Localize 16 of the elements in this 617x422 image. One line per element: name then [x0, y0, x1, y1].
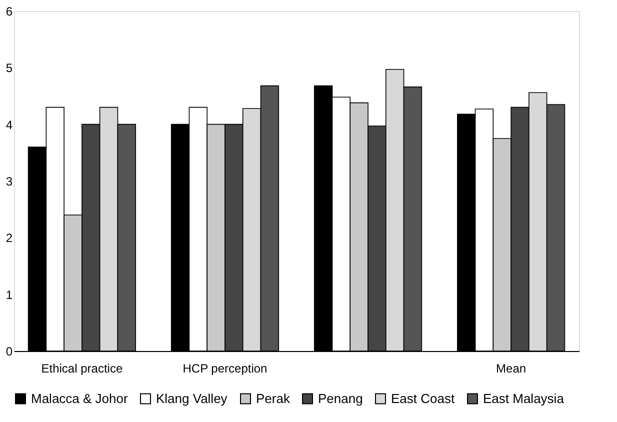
legend-label: Perak [256, 390, 290, 406]
legend-label: Penang [318, 390, 363, 406]
legend-label: Klang Valley [156, 390, 228, 406]
y-tick-label: 0 [6, 344, 13, 358]
legend-label: Malacca & Johor [31, 390, 128, 406]
y-tick-label: 3 [6, 174, 13, 188]
y-tick-label: 1 [6, 288, 13, 302]
y-tick-label: 5 [6, 61, 13, 76]
legend-label: East Malaysia [483, 390, 565, 406]
x-tick-label: HCP perception [182, 362, 268, 376]
x-tick-label: Mean [496, 362, 526, 376]
y-tick-label: 4 [6, 118, 13, 132]
legend-label: East Coast [391, 390, 455, 406]
x-tick-label: Ethical practice [41, 362, 123, 376]
y-tick-label: 6 [6, 4, 13, 18]
y-tick-label: 2 [6, 231, 13, 246]
